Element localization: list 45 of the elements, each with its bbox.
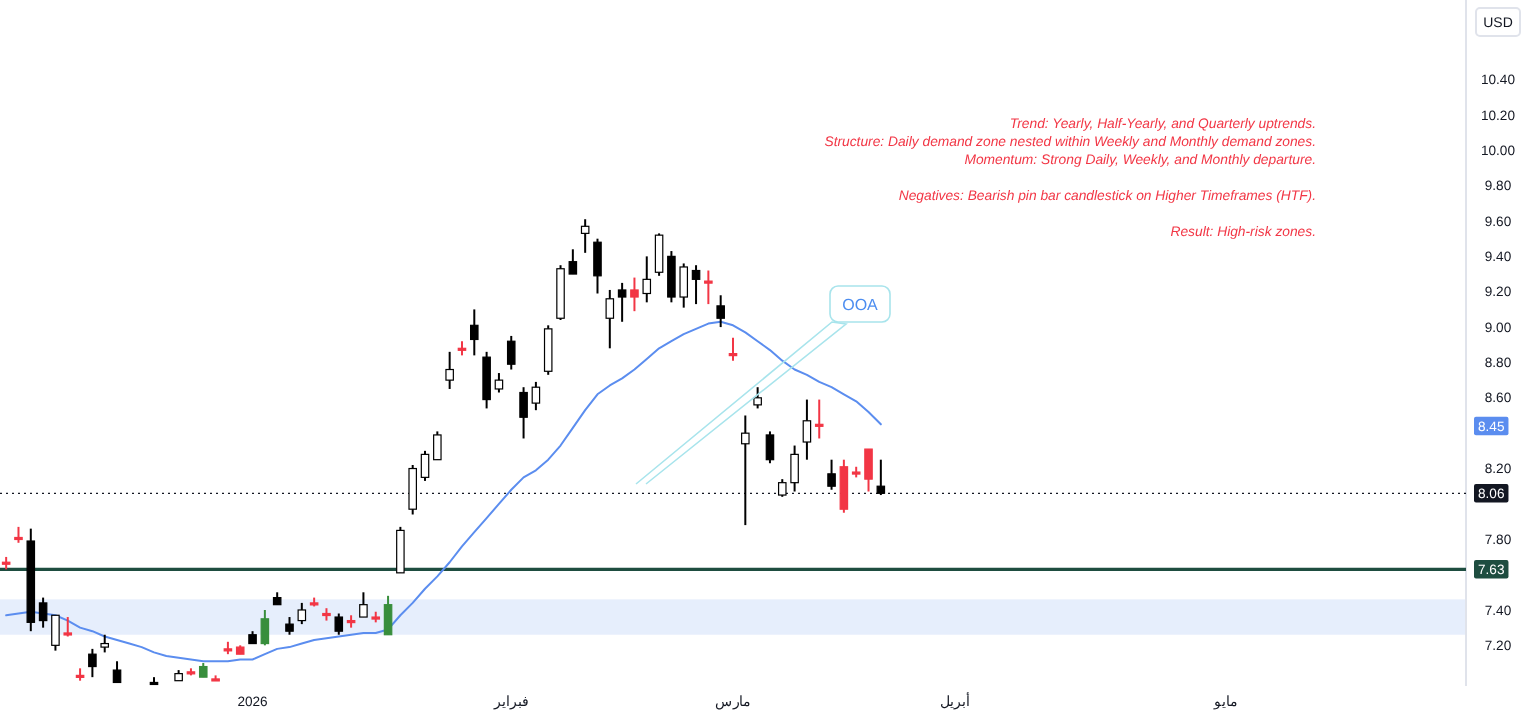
candlestick (51, 614, 60, 652)
candlestick (531, 380, 541, 412)
candlestick (630, 276, 639, 313)
candlestick (716, 294, 725, 329)
candlestick (260, 608, 270, 647)
candlestick (568, 248, 578, 276)
candlestick (617, 281, 627, 323)
candlestick (580, 218, 590, 254)
candlestick (519, 386, 528, 440)
candlestick (802, 398, 812, 461)
candlestick (359, 591, 368, 619)
candlestick (88, 647, 97, 679)
candlestick (149, 676, 159, 686)
candlestick (704, 269, 713, 306)
line-series (5, 320, 882, 663)
candlestick (482, 350, 491, 410)
candlestick (420, 449, 430, 482)
candlestick (396, 525, 405, 574)
candlestick (741, 414, 750, 527)
candlestick (408, 463, 417, 516)
candlestick (445, 350, 454, 390)
candlestick (753, 386, 762, 410)
callout: OOA (635, 285, 891, 485)
candlestick (38, 596, 48, 629)
candlestick (383, 594, 393, 636)
candlestick (765, 430, 775, 465)
candlestick (470, 308, 479, 357)
candlestick (494, 372, 504, 394)
annotation: OOA (842, 296, 880, 314)
candlestick (691, 264, 701, 306)
candlestick (728, 336, 738, 362)
candlestick (605, 288, 615, 350)
candlestick (334, 612, 344, 636)
candlestick (543, 324, 553, 376)
candlestick (433, 430, 442, 461)
candlestick (827, 458, 836, 491)
candlestick (506, 334, 516, 371)
candlestick (654, 232, 664, 277)
candlestick (839, 458, 849, 514)
candlestick (642, 255, 652, 304)
candlestick (876, 458, 886, 497)
candlestick (112, 660, 122, 684)
candlestick (297, 601, 307, 626)
candlestick (593, 237, 602, 295)
candlestick (814, 398, 824, 440)
